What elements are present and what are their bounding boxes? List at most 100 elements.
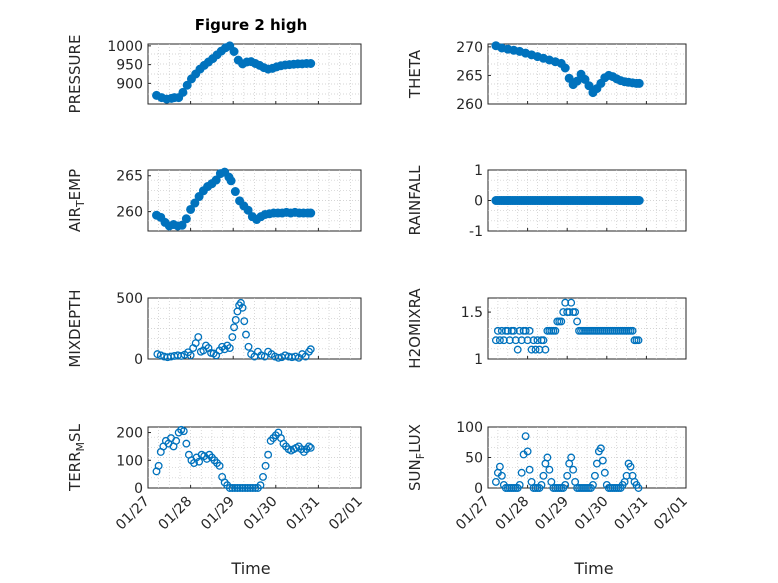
y-tick-label: -1: [469, 224, 483, 240]
x-tick-label: 01/28: [156, 494, 196, 534]
data-point: [523, 447, 532, 456]
data-point: [177, 220, 187, 230]
data-point: [497, 471, 506, 480]
data-point: [241, 484, 250, 492]
data-point: [517, 336, 526, 345]
y-tick-label: 265: [116, 169, 143, 185]
data-point: [242, 330, 250, 339]
data-point: [567, 298, 576, 307]
y-tick-label: 200: [116, 426, 143, 442]
data-point: [491, 477, 500, 486]
data-point: [491, 336, 500, 345]
data-point: [543, 453, 552, 462]
x-axis-label-right: Time: [573, 559, 613, 578]
y-tick-label: 900: [116, 76, 143, 92]
y-tick-label: 1000: [107, 39, 143, 55]
x-tick-label: 01/29: [198, 494, 238, 534]
data-point: [264, 450, 273, 459]
data-point: [521, 432, 530, 441]
data-point: [225, 484, 234, 492]
data-point: [226, 176, 236, 186]
data-point: [565, 308, 574, 317]
data-point: [194, 333, 203, 341]
x-tick-label: 01/30: [572, 494, 612, 534]
data-point: [567, 453, 576, 462]
data-point: [259, 472, 267, 481]
data-point: [600, 468, 609, 477]
data-point: [236, 298, 245, 307]
data-point: [563, 471, 572, 480]
data-point: [190, 198, 200, 208]
data-point: [596, 444, 605, 453]
data-point: [539, 336, 548, 345]
data-point: [274, 353, 283, 362]
data-point: [215, 461, 224, 470]
data-point: [240, 317, 249, 326]
data-point: [230, 187, 240, 197]
data-point: [195, 457, 204, 466]
data-point: [230, 323, 239, 332]
data-point: [535, 345, 544, 354]
subplot-h2omixra: 1 1.5 H2OMIXRA: [406, 288, 687, 369]
data-point: [537, 481, 546, 489]
data-point: [182, 80, 192, 90]
data-point: [201, 341, 210, 350]
y-tick-label: 950: [116, 58, 143, 74]
data-point: [153, 350, 162, 359]
data-point: [236, 484, 244, 492]
data-point: [218, 342, 227, 351]
data-point: [499, 336, 508, 345]
data-point: [531, 345, 540, 354]
data-point: [186, 351, 195, 360]
data-point: [238, 484, 247, 492]
data-point: [527, 345, 536, 354]
data-point: [592, 459, 601, 468]
y-tick-label: 1: [474, 352, 483, 368]
data-point: [202, 454, 211, 463]
data-point: [590, 471, 599, 480]
data-point: [305, 442, 313, 451]
data-point: [261, 461, 270, 470]
data-point: [541, 345, 550, 354]
y-tick-label: 50: [465, 451, 483, 467]
data-point: [584, 81, 594, 91]
data-point: [580, 74, 590, 84]
y-tick-label: 1: [474, 163, 483, 179]
y-axis-label: THETA: [406, 49, 424, 99]
subplot-terr-msl: 0 100 200 TERRMSL 01/27 01/28 01/29 01/30 01/31 0…: [66, 423, 366, 533]
data-point: [246, 484, 255, 492]
data-point: [281, 351, 290, 360]
data-point: [551, 326, 560, 335]
data-point: [503, 326, 512, 335]
data-point: [182, 439, 191, 448]
data-point: [244, 342, 253, 351]
x-tick-label: 01/31: [611, 494, 651, 534]
data-point: [229, 47, 239, 56]
data-point: [156, 351, 165, 360]
data-point: [248, 484, 257, 492]
x-tick-label: 01/29: [532, 494, 572, 534]
data-point: [181, 214, 191, 224]
y-tick-label: 270: [456, 40, 483, 56]
y-axis-label: H2OMIXRA: [406, 288, 424, 369]
data-point: [225, 344, 234, 352]
data-point: [545, 465, 554, 474]
y-axis-label: RAINFALL: [406, 165, 424, 236]
data-point: [529, 336, 538, 345]
data-point: [497, 326, 506, 335]
x-tick-label: 01/27: [453, 494, 493, 534]
y-axis-label: TERRMSL: [66, 423, 87, 492]
x-axis-label-left: Time: [230, 559, 270, 578]
data-point: [230, 484, 239, 492]
y-tick-label: 100: [456, 420, 483, 436]
data-point: [495, 462, 504, 471]
y-tick-label: 1.5: [461, 305, 483, 321]
y-axis-label: SUNFLUX: [406, 424, 427, 491]
data-point: [515, 326, 524, 335]
data-point: [525, 465, 534, 474]
data-point: [228, 333, 237, 341]
data-point: [561, 481, 570, 489]
data-point: [228, 484, 237, 492]
data-point: [511, 336, 520, 345]
x-tick-label: 01/31: [283, 494, 323, 534]
